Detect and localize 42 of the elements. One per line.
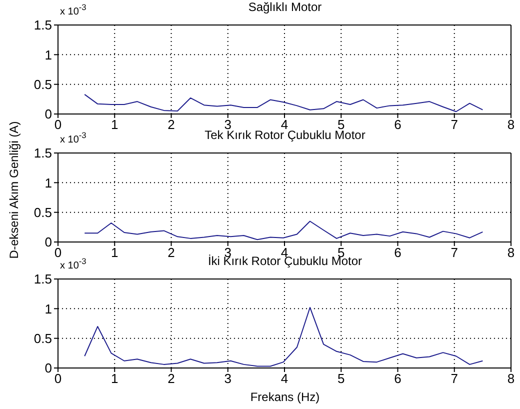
x-tick-label: 7 (450, 371, 458, 386)
x-tick-label: 1 (111, 117, 118, 132)
text: x 10$^{-3}$ (60, 2, 86, 18)
y-tick-label: 0 (44, 360, 52, 376)
x-tick-label: 4 (280, 371, 288, 386)
text: x 10$^{-3}$ (60, 256, 86, 272)
y-tick-label: 0 (44, 106, 52, 122)
line-series (84, 306, 484, 367)
x-tick-label: 8 (507, 245, 515, 260)
y-tick-label: 1 (44, 175, 52, 190)
x-tick-label: 2 (168, 371, 175, 386)
line-series (84, 94, 484, 112)
chart-title: Sağlıklı Motor (248, 0, 322, 14)
x-tick-label: 7 (450, 245, 458, 260)
y-tick-label: 0.5 (34, 330, 52, 346)
y-tick-label: 1 (44, 47, 52, 62)
x-tick-label: 6 (394, 245, 402, 260)
x-tick-label: 0 (54, 117, 62, 132)
text: x 10$^{-3}$ (60, 130, 86, 146)
x-tick-label: 6 (394, 117, 402, 132)
x-tick-label: 1 (111, 371, 118, 386)
x-tick-label: 7 (450, 117, 458, 132)
x-tick-label: 0 (54, 371, 62, 386)
y-tick-label: 1.5 (34, 18, 52, 33)
x-tick-label: 2 (168, 117, 175, 132)
x-axis-title: Frekans (Hz) (249, 390, 321, 404)
y-tick-label: 0.5 (34, 76, 52, 92)
y-tick-label: 1 (44, 301, 52, 316)
x-tick-label: 2 (168, 245, 175, 260)
x-tick-label: 3 (224, 371, 232, 386)
line-series (84, 220, 484, 240)
x-tick-label: 8 (507, 371, 515, 386)
y-axis-title: D-ekseni Akım Genliği (A) (7, 121, 21, 259)
x-tick-label: 1 (111, 245, 118, 260)
y-tick-label: 0.5 (34, 204, 52, 220)
y-tick-label: 1.5 (34, 272, 52, 287)
x-tick-label: 5 (338, 371, 345, 386)
y-tick-label: 1.5 (34, 146, 52, 161)
x-tick-label: 8 (507, 117, 515, 132)
x-tick-label: 0 (54, 245, 62, 260)
x-tick-label: 6 (394, 371, 402, 386)
y-tick-label: 0 (44, 234, 52, 250)
